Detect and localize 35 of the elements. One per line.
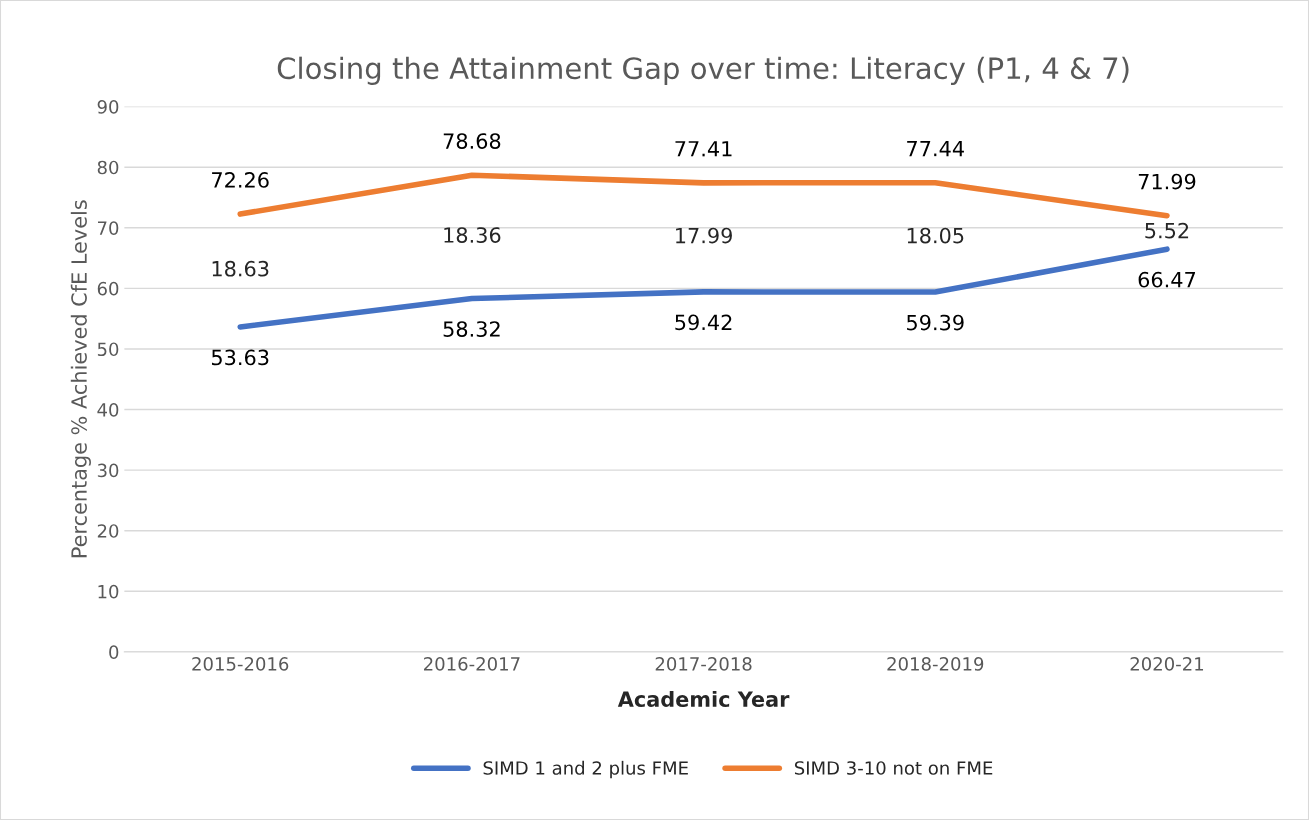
annotation: 18.05 (907, 227, 964, 244)
legend-label: SIMD 1 and 2 plus FME (483, 760, 688, 779)
data-label: 72.26 (212, 172, 269, 188)
data-label: 71.99 (1138, 173, 1196, 190)
annotation: 18.36 (444, 227, 501, 243)
y-tick-label: 60 (97, 281, 119, 296)
x-tick-label: 2020-21 (1130, 657, 1204, 671)
y-tick-label: 30 (97, 463, 119, 478)
legend-label: SIMD 3-10 not on FME (794, 761, 993, 775)
y-tick-label: 80 (97, 160, 119, 175)
x-tick-label: 2016-2017 (424, 657, 520, 671)
y-tick-label: 40 (97, 403, 119, 417)
data-label: 59.42 (675, 314, 732, 331)
x-tick-label: 2018-2019 (887, 657, 984, 671)
data-label: 66.47 (1138, 271, 1196, 288)
y-tick-label: 0 (109, 645, 119, 660)
x-tick-label: 2015-2016 (192, 657, 289, 671)
annotation: 5.52 (1145, 222, 1189, 239)
y-axis-title: Percentage % Achieved CfE Levels (70, 200, 91, 558)
y-tick-label: 90 (97, 100, 119, 114)
data-label: 59.39 (907, 314, 964, 331)
data-label: 58.32 (443, 321, 500, 337)
data-label: 77.41 (675, 141, 732, 157)
x-tick-label: 2017-2018 (655, 657, 752, 671)
y-tick-label: 50 (97, 342, 119, 357)
data-label: 78.68 (443, 133, 501, 149)
y-tick-label: 20 (97, 524, 119, 538)
data-label: 53.63 (211, 349, 269, 366)
x-axis-title: Academic Year (617, 690, 790, 708)
y-tick-label: 10 (98, 584, 119, 599)
chart-title: Closing the Attainment Gap over time: Literacy (P1, 4 & 7) (277, 56, 1129, 85)
annotation: 18.63 (212, 260, 269, 277)
y-tick-label: 70 (98, 221, 119, 235)
data-label: 77.44 (907, 140, 964, 157)
annotation: 17.99 (676, 227, 732, 244)
